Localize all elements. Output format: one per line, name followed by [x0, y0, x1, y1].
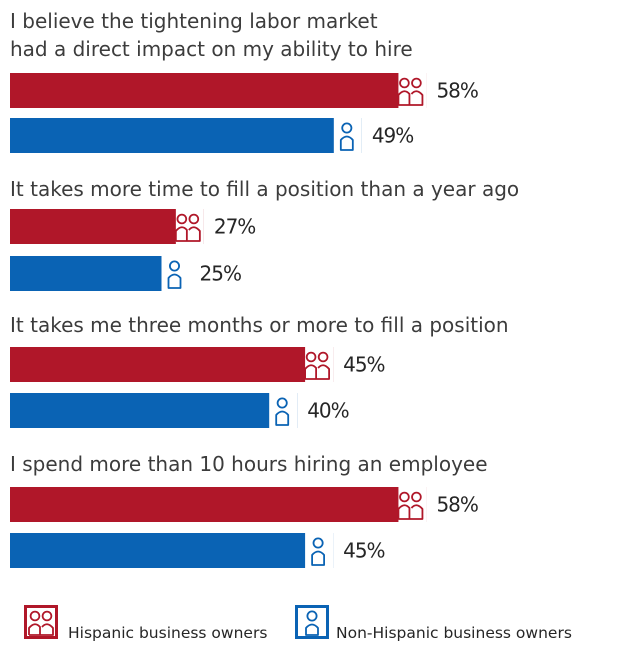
value-label: 27%	[214, 215, 255, 239]
two-people-icon	[174, 213, 201, 242]
question-label: It takes more time to fill a position th…	[10, 177, 519, 201]
two-people-icon	[28, 610, 54, 636]
value-label: 58%	[436, 79, 477, 103]
person-icon	[305, 610, 319, 636]
legend-item: Non-Hispanic business owners	[295, 605, 572, 642]
question-label: had a direct impact on my ability to hir…	[10, 37, 413, 61]
legend-icon-panel	[27, 608, 55, 636]
legend-icon-panel	[298, 608, 326, 636]
legend-label: Hispanic business owners	[68, 624, 267, 642]
two-people-icon	[397, 77, 424, 106]
bar-non-hispanic	[10, 533, 334, 568]
bar-hispanic	[10, 347, 334, 382]
person-icon	[311, 537, 325, 566]
person-icon	[275, 397, 290, 426]
bar-hispanic	[10, 209, 204, 244]
two-people-icon	[304, 351, 330, 380]
two-people-icon	[397, 491, 424, 520]
legend: Hispanic business owners Non-Hispanic bus…	[24, 605, 572, 642]
person-icon	[339, 122, 354, 151]
question-group: It takes more time to fill a position th…	[10, 177, 519, 291]
value-label: 58%	[436, 493, 477, 517]
value-label: 45%	[343, 539, 384, 563]
bar-non-hispanic	[10, 256, 190, 291]
legend-label: Non-Hispanic business owners	[336, 624, 572, 642]
question-label: It takes me three months or more to fill…	[10, 313, 509, 337]
person-icon	[167, 260, 182, 289]
question-group: It takes me three months or more to fill…	[10, 313, 509, 428]
value-label: 45%	[343, 353, 384, 377]
question-label: I believe the tightening labor market	[10, 9, 378, 33]
bar-hispanic	[10, 73, 427, 108]
value-label: 40%	[307, 399, 348, 423]
legend-item: Hispanic business owners	[24, 605, 267, 642]
bar-hispanic	[10, 487, 427, 522]
question-groups: I believe the tightening labor market had…	[10, 9, 519, 568]
value-label: 25%	[200, 262, 241, 286]
question-group: I spend more than 10 hours hiring an emp…	[10, 452, 488, 568]
question-label: I spend more than 10 hours hiring an emp…	[10, 452, 488, 476]
bar-non-hispanic	[10, 118, 362, 153]
value-label: 49%	[372, 124, 413, 148]
bar-non-hispanic	[10, 393, 298, 428]
question-group: I believe the tightening labor market had…	[10, 9, 479, 153]
